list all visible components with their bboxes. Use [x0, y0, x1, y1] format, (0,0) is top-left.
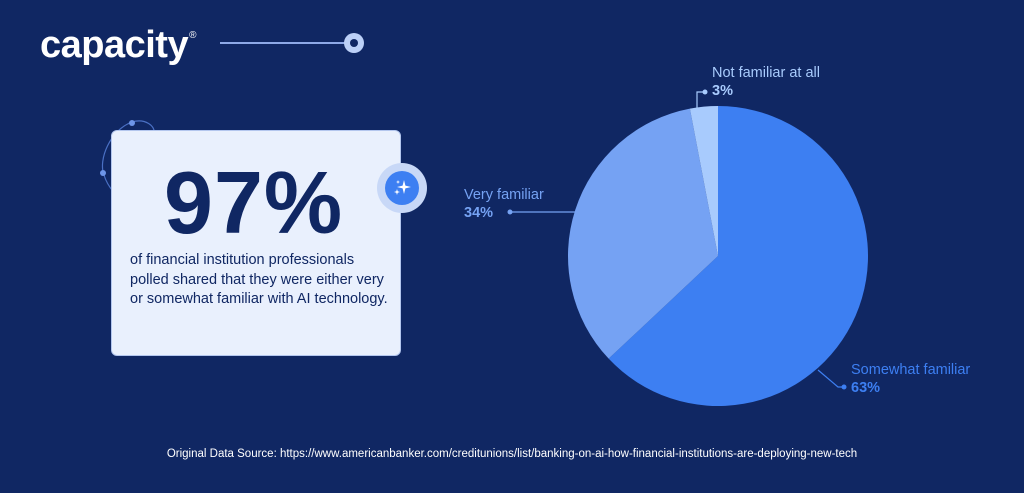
registered-mark: ®: [189, 30, 196, 41]
logo-dot-icon: [344, 33, 364, 53]
sparkle-badge: [377, 163, 427, 213]
pie-label-very-familiar: Very familiar: [464, 187, 544, 203]
leader-dot-somewhat: [841, 384, 847, 390]
pie-label-somewhat-familiar: Somewhat familiar: [851, 362, 970, 378]
brand-logo: capacity®: [40, 24, 196, 67]
brand-name: capacity: [40, 24, 189, 66]
pie-slice-not-familiar-at-all: [689, 106, 718, 256]
sparkle-icon: [385, 171, 419, 205]
leader-dot-not: [702, 89, 708, 95]
stat-description: of financial institution professionals p…: [130, 252, 388, 307]
stat-card: 97% of financial institution professiona…: [111, 130, 401, 356]
pie-value-not-familiar: 3%: [712, 83, 733, 99]
pie-value-somewhat-familiar: 63%: [851, 380, 880, 396]
pie-slice-somewhat-familiar: [608, 106, 868, 407]
data-source-note: Original Data Source: https://www.americ…: [166, 448, 858, 460]
leader-line-somewhat: [817, 369, 844, 388]
pie-value-very-familiar: 34%: [464, 205, 493, 221]
pie-label-not-familiar: Not familiar at all: [712, 65, 820, 81]
leader-dot-very: [507, 209, 513, 215]
stat-value: 97%: [164, 153, 344, 252]
leader-line-not: [696, 91, 705, 110]
logo-divider-line: [220, 42, 346, 44]
pie-slice-very-familiar: [568, 108, 718, 359]
